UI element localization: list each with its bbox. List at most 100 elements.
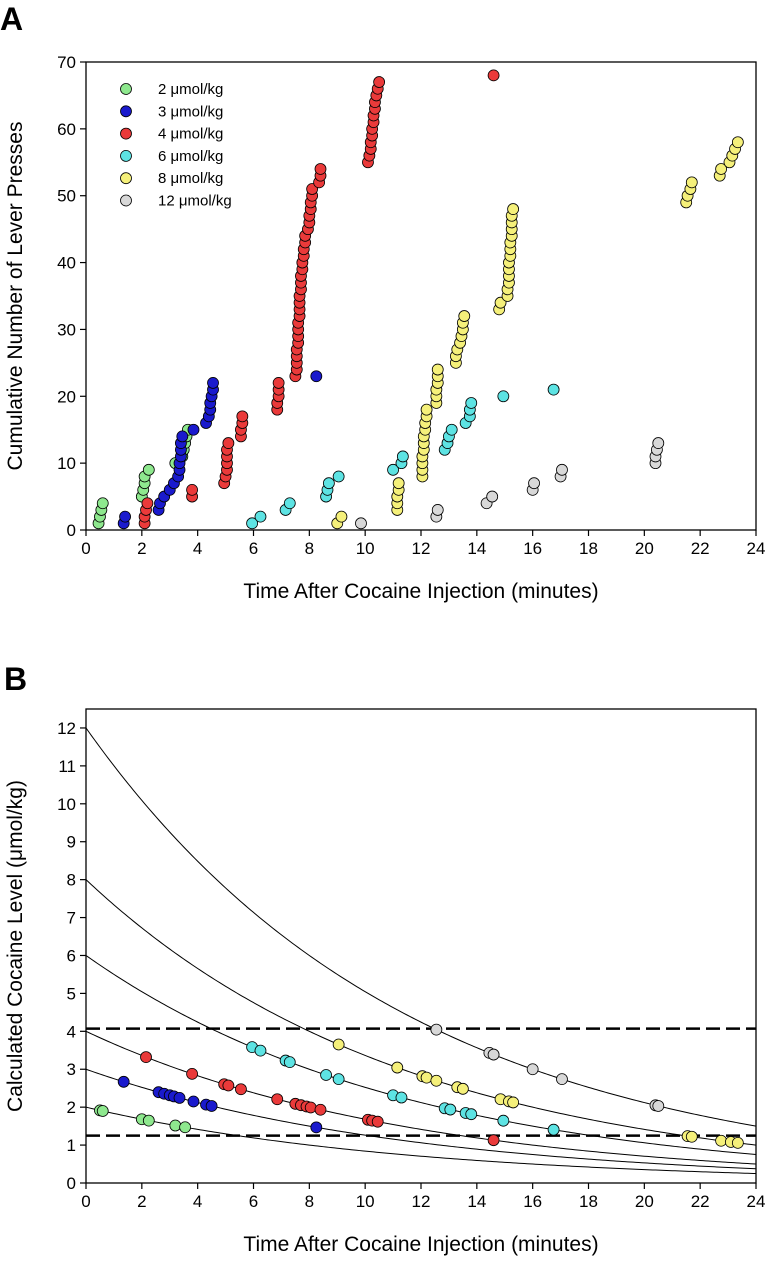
panel-a-y-tick-label: 70 xyxy=(57,53,76,72)
panel-a-x-tick-label: 0 xyxy=(81,539,90,558)
data-point xyxy=(207,377,219,389)
panel-a-chart: 0 2 4 6 8 10 12 14 16 18 20 22 24010203040506070Time… xyxy=(4,53,765,603)
legend-label: 4 μmol/kg xyxy=(158,126,223,143)
legend-label: 8 μmol/kg xyxy=(158,170,223,187)
data-point xyxy=(186,1067,198,1080)
legend-marker xyxy=(120,127,132,140)
panel-b-y-tick-label: 6 xyxy=(67,946,76,965)
data-point xyxy=(96,1105,109,1117)
legend-label: 6 μmol/kg xyxy=(158,148,223,165)
data-point xyxy=(420,403,433,416)
panel-a-x-tick-label: 24 xyxy=(747,539,766,558)
panel-b-y-axis-label: Calculated Cocaine Level (μmol/kg) xyxy=(4,780,27,1112)
panel-b-x-tick-label: 12 xyxy=(412,1192,431,1211)
data-point xyxy=(222,1079,235,1092)
panel-b-y-tick-label: 11 xyxy=(58,757,76,776)
panel-b-y-tick-label: 10 xyxy=(57,795,76,814)
data-point xyxy=(715,163,728,175)
panel-a-y-tick-label: 20 xyxy=(57,387,76,406)
panel-a-x-tick-label: 8 xyxy=(305,539,314,558)
data-point xyxy=(271,1093,284,1106)
panel-b-y-tick-label: 12 xyxy=(57,719,76,738)
data-point xyxy=(179,1121,192,1134)
panel-b-x-tick-label: 24 xyxy=(747,1192,766,1211)
data-point xyxy=(254,510,267,523)
data-point xyxy=(332,1038,345,1051)
data-point xyxy=(420,1071,433,1084)
panel-a-label: A xyxy=(0,1,23,37)
data-point xyxy=(487,1134,500,1147)
panel-a-x-tick-label: 12 xyxy=(412,539,431,558)
data-point xyxy=(272,377,285,389)
data-point xyxy=(254,1044,267,1057)
panel-b-x-tick-label: 10 xyxy=(356,1192,375,1211)
data-point xyxy=(715,1134,728,1147)
data-point xyxy=(556,1073,568,1086)
panel-a-y-tick-label: 30 xyxy=(57,320,76,339)
panel-a-x-tick-label: 10 xyxy=(356,539,375,558)
data-point xyxy=(507,203,520,215)
data-point xyxy=(119,510,131,523)
data-point xyxy=(458,310,471,322)
data-point xyxy=(430,1023,443,1036)
data-point xyxy=(652,437,665,449)
data-point xyxy=(310,370,323,383)
data-point xyxy=(205,1100,218,1112)
data-point xyxy=(283,1056,296,1069)
panel-b-y-tick-label: 7 xyxy=(67,909,76,928)
panel-b-x-tick-label: 0 xyxy=(81,1192,90,1211)
data-point xyxy=(117,1075,130,1088)
legend-marker xyxy=(120,149,132,162)
data-point xyxy=(528,477,540,490)
data-point xyxy=(556,463,568,476)
legend-marker xyxy=(120,105,132,118)
panel-b-y-tick-label: 3 xyxy=(67,1060,76,1079)
data-point xyxy=(487,69,500,82)
panel-b-x-tick-label: 8 xyxy=(305,1192,314,1211)
panel-a-y-tick-label: 10 xyxy=(57,454,76,473)
data-point xyxy=(526,1063,539,1076)
data-point xyxy=(731,136,744,149)
data-point xyxy=(391,1061,404,1074)
data-point xyxy=(465,1108,478,1121)
panel-b-x-tick-label: 14 xyxy=(467,1192,486,1211)
data-point xyxy=(497,390,510,403)
data-point xyxy=(187,1095,200,1108)
data-point xyxy=(685,176,698,189)
data-point xyxy=(487,1048,500,1061)
data-point xyxy=(497,1114,510,1127)
legend-marker xyxy=(120,172,132,185)
data-point xyxy=(142,463,155,476)
panel-a-y-tick-label: 50 xyxy=(57,187,76,206)
panel-b-x-tick-label: 2 xyxy=(137,1192,146,1211)
data-point xyxy=(320,1069,332,1081)
panel-b-x-tick-label: 6 xyxy=(249,1192,258,1211)
decay-curve xyxy=(85,727,757,1127)
data-point xyxy=(392,477,405,490)
data-point xyxy=(173,1091,186,1104)
data-point xyxy=(431,363,444,376)
data-point xyxy=(236,410,249,423)
data-point xyxy=(685,1130,698,1143)
panel-b-chart: 0 2 4 6 8 10 12 14 16 18 20 22 240123456789101112Tim… xyxy=(4,708,766,1256)
panel-a-x-tick-label: 4 xyxy=(193,539,202,558)
data-point xyxy=(314,163,327,175)
data-point xyxy=(304,1101,317,1114)
legend-label: 12 μmol/kg xyxy=(158,193,232,210)
data-point xyxy=(444,1103,457,1116)
data-point xyxy=(731,1136,744,1149)
panel-b-x-tick-label: 18 xyxy=(579,1192,598,1211)
panel-a-x-tick-label: 6 xyxy=(249,539,258,558)
panel-a-x-tick-label: 20 xyxy=(635,539,654,558)
panel-a-x-tick-label: 18 xyxy=(579,539,598,558)
panel-a-x-axis-label: Time After Cocaine Injection (minutes) xyxy=(243,580,598,603)
data-point xyxy=(465,397,478,409)
data-point xyxy=(96,497,109,510)
data-point xyxy=(373,76,386,88)
legend-label: 2 μmol/kg xyxy=(158,81,223,98)
panel-a-y-tick-label: 0 xyxy=(67,521,76,540)
panel-a-x-tick-label: 2 xyxy=(137,539,146,558)
data-point xyxy=(246,517,259,530)
data-point xyxy=(507,1096,520,1109)
